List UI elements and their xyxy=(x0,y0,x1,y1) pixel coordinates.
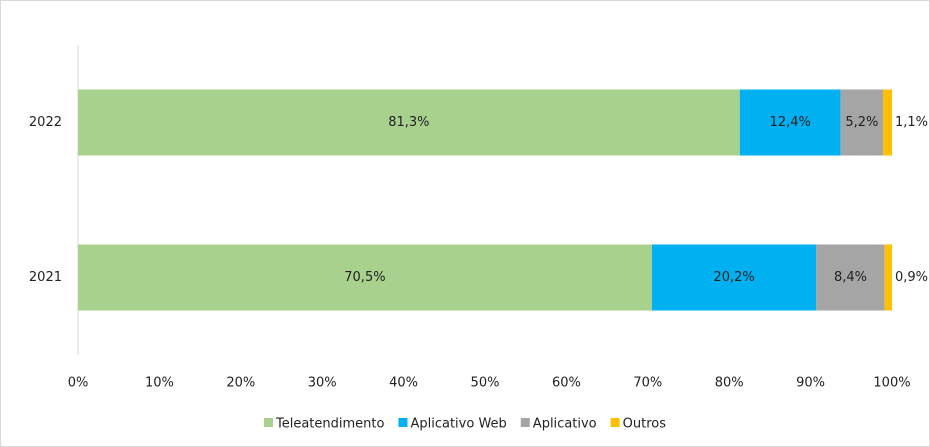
x-tick-label: 40% xyxy=(389,376,418,391)
x-tick-label: 50% xyxy=(471,376,500,391)
legend-swatch xyxy=(520,418,530,427)
legend-label: Teleatendimento xyxy=(275,417,385,432)
x-tick-label: 100% xyxy=(873,376,910,391)
x-tick-label: 90% xyxy=(796,376,825,391)
y-tick-label: 2021 xyxy=(29,270,62,285)
bar-segment xyxy=(78,244,652,311)
data-label: 20,2% xyxy=(713,270,754,285)
data-label: 70,5% xyxy=(344,270,385,285)
bar-segment xyxy=(840,89,884,156)
y-tick-label: 2022 xyxy=(29,115,62,130)
legend-swatch xyxy=(398,418,408,427)
bar-segment xyxy=(739,89,841,156)
x-tick-label: 80% xyxy=(715,376,744,391)
data-label: 1,1% xyxy=(895,115,928,130)
x-tick-label: 0% xyxy=(68,376,89,391)
x-tick-label: 70% xyxy=(633,376,662,391)
x-tick-label: 30% xyxy=(308,376,337,391)
x-tick-label: 60% xyxy=(552,376,581,391)
legend-label: Aplicativo xyxy=(533,417,597,432)
data-label: 8,4% xyxy=(834,270,867,285)
bar-segment xyxy=(78,89,740,156)
bar-segment xyxy=(651,244,817,311)
x-tick-label: 10% xyxy=(145,376,174,391)
data-label: 5,2% xyxy=(845,115,878,130)
x-tick-label: 20% xyxy=(226,376,255,391)
legend-swatch xyxy=(264,418,273,427)
legend-label: Aplicativo Web xyxy=(410,417,506,432)
legend-label: Outros xyxy=(623,417,667,432)
data-label: 0,9% xyxy=(895,270,928,285)
data-label: 81,3% xyxy=(388,115,429,130)
bar-segment xyxy=(816,244,885,311)
data-label: 12,4% xyxy=(770,115,811,130)
bar-segment xyxy=(883,89,892,156)
legend-swatch xyxy=(610,418,620,427)
bar-segment xyxy=(884,244,892,311)
